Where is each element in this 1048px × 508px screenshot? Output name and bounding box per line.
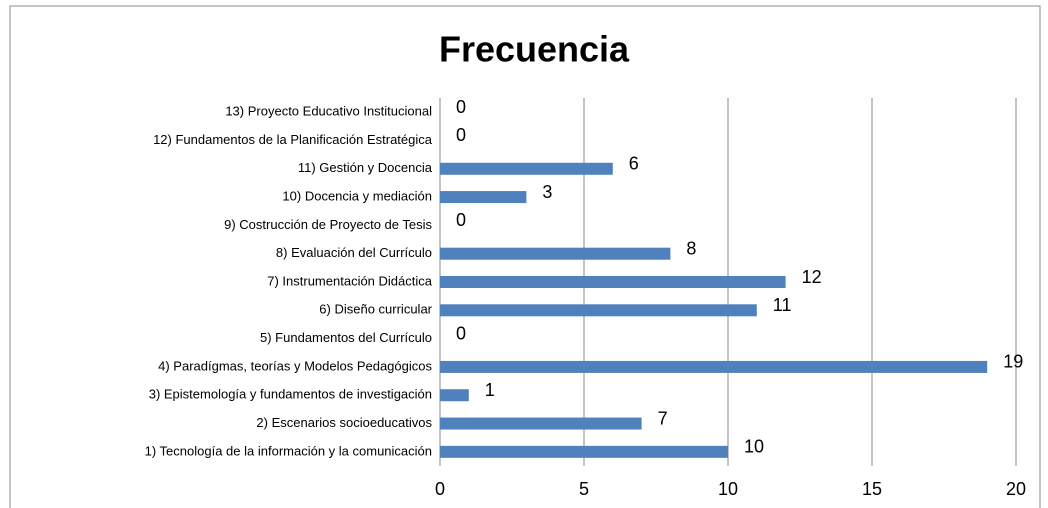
- bar: [440, 389, 469, 402]
- bar: [440, 276, 786, 288]
- y-tick-label: 2) Escenarios socioeducativos: [256, 415, 432, 430]
- y-tick-label: 3) Epistemología y fundamentos de invest…: [149, 387, 432, 402]
- y-tick-label: 7) Instrumentación Didáctica: [267, 273, 433, 288]
- y-tick-label: 9) Costrucción de Proyecto de Tesis: [224, 217, 432, 232]
- x-tick-label: 15: [862, 479, 882, 499]
- y-tick-label: 8) Evaluación del Currículo: [276, 245, 432, 260]
- x-tick-label: 10: [718, 479, 738, 499]
- value-label: 7: [658, 408, 668, 428]
- bar: [440, 162, 613, 175]
- y-tick-label: 12) Fundamentos de la Planificación Estr…: [153, 132, 433, 147]
- bar: [440, 360, 988, 373]
- value-label: 3: [542, 182, 552, 202]
- x-tick-label: 5: [579, 479, 589, 499]
- value-label: 10: [744, 437, 764, 457]
- value-label: 19: [1003, 352, 1023, 372]
- value-label: 0: [456, 97, 466, 117]
- bar: [440, 417, 642, 430]
- value-label: 8: [686, 238, 696, 258]
- bar: [440, 445, 728, 458]
- value-label: 12: [802, 267, 822, 287]
- value-label: 1: [485, 380, 495, 400]
- value-label: 0: [456, 125, 466, 145]
- bar: [440, 191, 527, 204]
- value-label: 11: [773, 295, 792, 315]
- chart-title: Frecuencia: [439, 29, 630, 70]
- y-tick-label: 11) Gestión y Docencia: [298, 160, 433, 175]
- x-tick-label: 20: [1006, 479, 1026, 499]
- value-label: 6: [629, 154, 639, 174]
- x-tick-label: 0: [435, 479, 445, 499]
- y-tick-label: 6) Diseño curricular: [319, 302, 432, 317]
- bar: [440, 304, 757, 317]
- y-tick-label: 10) Docencia y mediación: [282, 189, 432, 204]
- value-label: 0: [456, 210, 466, 230]
- y-tick-label: 1) Tecnología de la información y la com…: [145, 443, 432, 458]
- y-tick-label: 13) Proyecto Educativo Institucional: [225, 104, 432, 119]
- bar: [440, 247, 671, 260]
- y-tick-label: 5) Fundamentos del Currículo: [260, 330, 432, 345]
- value-label: 0: [456, 323, 466, 343]
- y-tick-label: 4) Paradígmas, teorías y Modelos Pedagóg…: [158, 358, 432, 373]
